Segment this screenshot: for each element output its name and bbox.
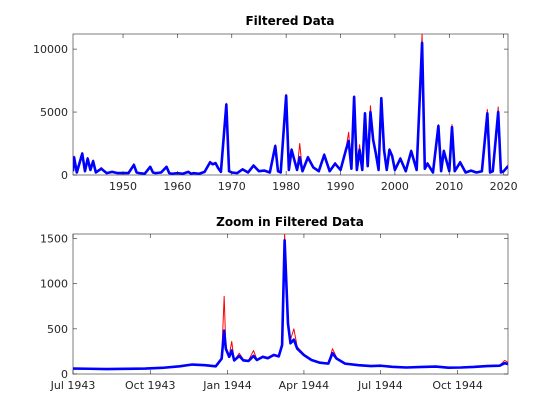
chart-top: Filtered Data 1950 1960 1970 1980 1990 2000 20… [33, 14, 518, 193]
chart-bottom: Zoom in Filtered Data Jul 1943 Oct 1943 Ja… [40, 215, 508, 392]
x-tick-label: Jul 1944 [357, 379, 403, 392]
x-tick-label: 2000 [381, 180, 409, 193]
y-tick-label: 0 [61, 169, 68, 182]
y-tick-label: 10000 [33, 43, 68, 56]
chart-bottom-title: Zoom in Filtered Data [216, 215, 364, 229]
x-tick-label: 2020 [490, 180, 518, 193]
chart-bottom-plot-area [73, 234, 508, 374]
x-tick-label: 1950 [109, 180, 137, 193]
x-tick-label: 2010 [435, 180, 463, 193]
y-tick-label: 1000 [40, 278, 68, 291]
x-tick-label: 1960 [163, 180, 191, 193]
x-tick-label: 1980 [272, 180, 300, 193]
x-tick-label: Oct 1944 [432, 379, 483, 392]
x-tick-label: Jan 1944 [202, 379, 251, 392]
y-tick-label: 500 [47, 323, 68, 336]
chart-top-title: Filtered Data [245, 14, 334, 28]
y-tick-label: 0 [61, 368, 68, 381]
x-tick-label: Jul 1943 [50, 379, 96, 392]
x-tick-label: Oct 1943 [125, 379, 176, 392]
x-tick-label: 1990 [327, 180, 355, 193]
x-tick-label: Apr 1944 [279, 379, 330, 392]
y-tick-label: 5000 [40, 106, 68, 119]
x-tick-label: 1970 [218, 180, 246, 193]
y-tick-label: 1500 [40, 233, 68, 246]
